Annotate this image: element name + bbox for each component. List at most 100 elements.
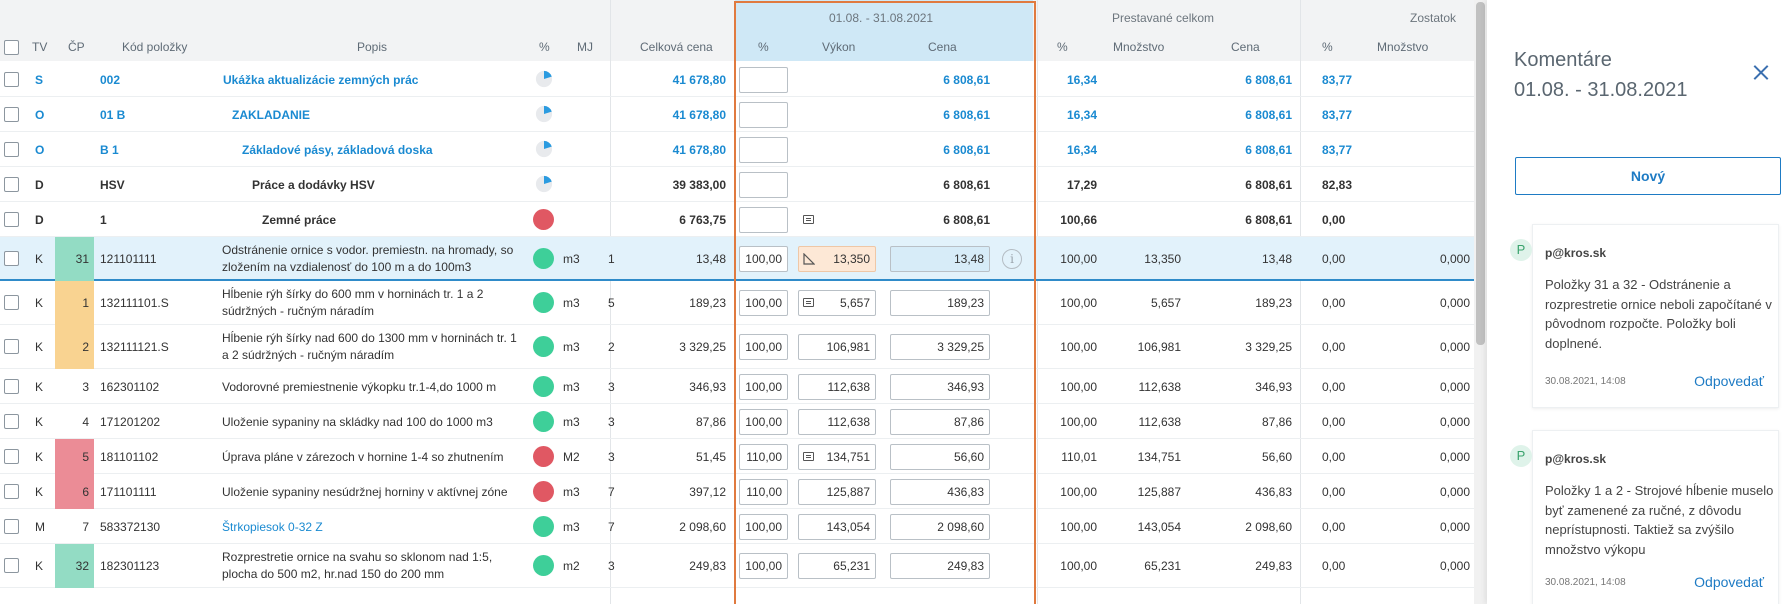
col-header-zost-mnozstvo[interactable]: Množstvo: [1377, 40, 1429, 54]
period-vykon-input[interactable]: 125,887: [798, 478, 876, 505]
row-checkbox[interactable]: [4, 448, 19, 464]
row-checkbox[interactable]: [4, 176, 19, 192]
period-price-input[interactable]: 2 098,60: [890, 513, 990, 540]
col-header-period-vykon[interactable]: Výkon: [822, 40, 856, 54]
col-header-period-pct[interactable]: %: [758, 40, 769, 54]
period-pct-input[interactable]: 100,00: [739, 334, 788, 360]
period-pct-input[interactable]: [739, 171, 788, 198]
period-price-input[interactable]: 13,48: [890, 246, 990, 272]
row-checkbox[interactable]: [4, 71, 19, 87]
col-header-period-cena[interactable]: Cena: [928, 40, 957, 54]
item-description-link[interactable]: Štrkopiesok 0-32 Z: [222, 519, 323, 534]
reply-link[interactable]: Odpovedať: [1694, 574, 1764, 590]
row-checkbox[interactable]: [4, 251, 19, 266]
comment-icon[interactable]: [803, 298, 814, 307]
table-row[interactable]: K 4 171201202 Uloženie sypaniny na skládky …: [0, 404, 1474, 439]
period-pct-input[interactable]: 100,00: [739, 513, 788, 540]
col-header-pct[interactable]: %: [539, 40, 550, 54]
table-row[interactable]: K 3 162301102 Vodorovné premiestnenie výkop…: [0, 369, 1474, 404]
col-header-prest-pct[interactable]: %: [1057, 40, 1068, 54]
comment-icon[interactable]: [803, 451, 814, 461]
reply-link[interactable]: Odpovedať: [1694, 373, 1764, 389]
col-header-mj[interactable]: MJ: [577, 40, 593, 54]
table-row[interactable]: O B 1 Základové pásy, základová doska 41 67…: [0, 132, 1474, 167]
table-row[interactable]: K 5 181101102 Úprava pláne v zárezoch v hor…: [0, 439, 1474, 474]
period-price-input[interactable]: 3 329,25: [890, 334, 990, 360]
col-header-kod[interactable]: Kód položky: [122, 40, 188, 54]
table-scrollbar[interactable]: [1474, 0, 1487, 604]
table-row[interactable]: D HSV Práce a dodávky HSV 39 383,00 6 808,61…: [0, 167, 1474, 202]
period-vykon-input[interactable]: 13,350: [798, 246, 876, 272]
completed-pct: 16,34: [1066, 107, 1097, 122]
row-checkbox[interactable]: [4, 211, 19, 227]
col-header-cp[interactable]: ČP: [68, 40, 85, 54]
period-vykon-input[interactable]: 5,657: [798, 290, 876, 316]
period-vykon-input[interactable]: 143,054: [798, 513, 876, 540]
row-checkbox[interactable]: [4, 378, 19, 394]
period-pct-input[interactable]: [739, 66, 788, 93]
period-price-input[interactable]: 346,93: [890, 373, 990, 400]
row-type: M: [35, 519, 45, 534]
row-checkbox[interactable]: [4, 295, 19, 310]
close-icon[interactable]: [1750, 62, 1772, 84]
period-pct-input[interactable]: [739, 136, 788, 163]
period-price-input[interactable]: 87,86: [890, 408, 990, 435]
table-row[interactable]: S 002 Ukážka aktualizácie zemných prác 41 6…: [0, 62, 1474, 97]
period-pct-input[interactable]: 110,00: [739, 443, 788, 470]
table-row[interactable]: K 2 132111121.S Hĺbenie rýh šírky nad 600 d…: [0, 325, 1474, 369]
period-pct-input[interactable]: [739, 101, 788, 128]
period-pct-input[interactable]: 100,00: [739, 246, 788, 272]
table-row[interactable]: M 7 583372130 Štrkopiesok 0-32 Z m3 7 2 098,60…: [0, 509, 1474, 544]
period-pct-input[interactable]: 100,00: [739, 408, 788, 435]
completed-pct: 17,29: [1066, 177, 1097, 192]
col-header-prest-cena[interactable]: Cena: [1231, 40, 1260, 54]
table-row[interactable]: K 1 132111101.S Hĺbenie rýh šírky do 600 mm…: [0, 281, 1474, 325]
period-pct-input[interactable]: 100,00: [739, 553, 788, 579]
row-checkbox[interactable]: [4, 518, 19, 534]
table-row[interactable]: K 32 182301123 Rozprestretie ornice na svah…: [0, 544, 1474, 588]
item-description: Rozprestretie ornice na svahu so sklonom…: [222, 550, 493, 581]
table-row[interactable]: K 6 171101111 Uloženie sypaniny nesúdržnej …: [0, 474, 1474, 509]
period-vykon-input[interactable]: 134,751: [798, 443, 876, 470]
progress-pie-icon: [535, 175, 553, 192]
table-row[interactable]: O 01 B ZAKLADANIE 41 678,80 6 808,61 16,34 6 8…: [0, 97, 1474, 132]
completed-pct: 16,34: [1066, 72, 1097, 87]
col-header-prest-mnozstvo[interactable]: Množstvo: [1113, 40, 1165, 54]
row-cp-number: 2: [82, 340, 89, 354]
table-row[interactable]: K 31 121101111 Odstránenie ornice s vodor. …: [0, 237, 1474, 281]
col-header-tv[interactable]: TV: [32, 40, 48, 54]
period-vykon-input[interactable]: 65,231: [798, 553, 876, 579]
period-pct-input[interactable]: [739, 206, 788, 233]
item-description: Práce a dodávky HSV: [252, 177, 375, 192]
col-header-celkova-cena[interactable]: Celková cena: [640, 40, 713, 54]
col-header-zost-pct[interactable]: %: [1322, 40, 1333, 54]
period-vykon-input[interactable]: 112,638: [798, 408, 876, 435]
period-vykon-input[interactable]: 112,638: [798, 373, 876, 400]
period-pct-input[interactable]: 110,00: [739, 478, 788, 505]
period-price-input[interactable]: 249,83: [890, 553, 990, 579]
new-comment-button[interactable]: Nový: [1515, 157, 1781, 195]
select-all-checkbox[interactable]: [4, 40, 19, 55]
row-type: K: [35, 414, 44, 429]
table-row[interactable]: D 1 Zemné práce 6 763,75 6 808,61 100,66 6 808…: [0, 202, 1474, 237]
scrollbar-thumb[interactable]: [1476, 2, 1485, 345]
period-price-input[interactable]: 436,83: [890, 478, 990, 505]
period-price-input[interactable]: 189,23: [890, 290, 990, 316]
col-header-popis[interactable]: Popis: [357, 40, 388, 54]
period-vykon-input[interactable]: 106,981: [798, 334, 876, 360]
comment-icon[interactable]: [803, 214, 814, 224]
comment-card: P p@kros.sk Položky 31 a 32 - Odstráneni…: [1510, 224, 1779, 408]
period-pct-input[interactable]: 100,00: [739, 373, 788, 400]
row-checkbox[interactable]: [4, 483, 19, 499]
row-checkbox[interactable]: [4, 141, 19, 157]
row-checkbox[interactable]: [4, 339, 19, 354]
cp-color-marker: [55, 281, 94, 325]
row-checkbox[interactable]: [4, 558, 19, 573]
period-pct-input[interactable]: 100,00: [739, 290, 788, 316]
info-icon[interactable]: i: [1002, 249, 1022, 269]
period-price-input[interactable]: 56,60: [890, 443, 990, 470]
row-checkbox[interactable]: [4, 106, 19, 122]
remaining-quantity: 0,000: [1439, 449, 1470, 464]
row-checkbox[interactable]: [4, 413, 19, 429]
completed-quantity: 106,981: [1137, 340, 1181, 354]
